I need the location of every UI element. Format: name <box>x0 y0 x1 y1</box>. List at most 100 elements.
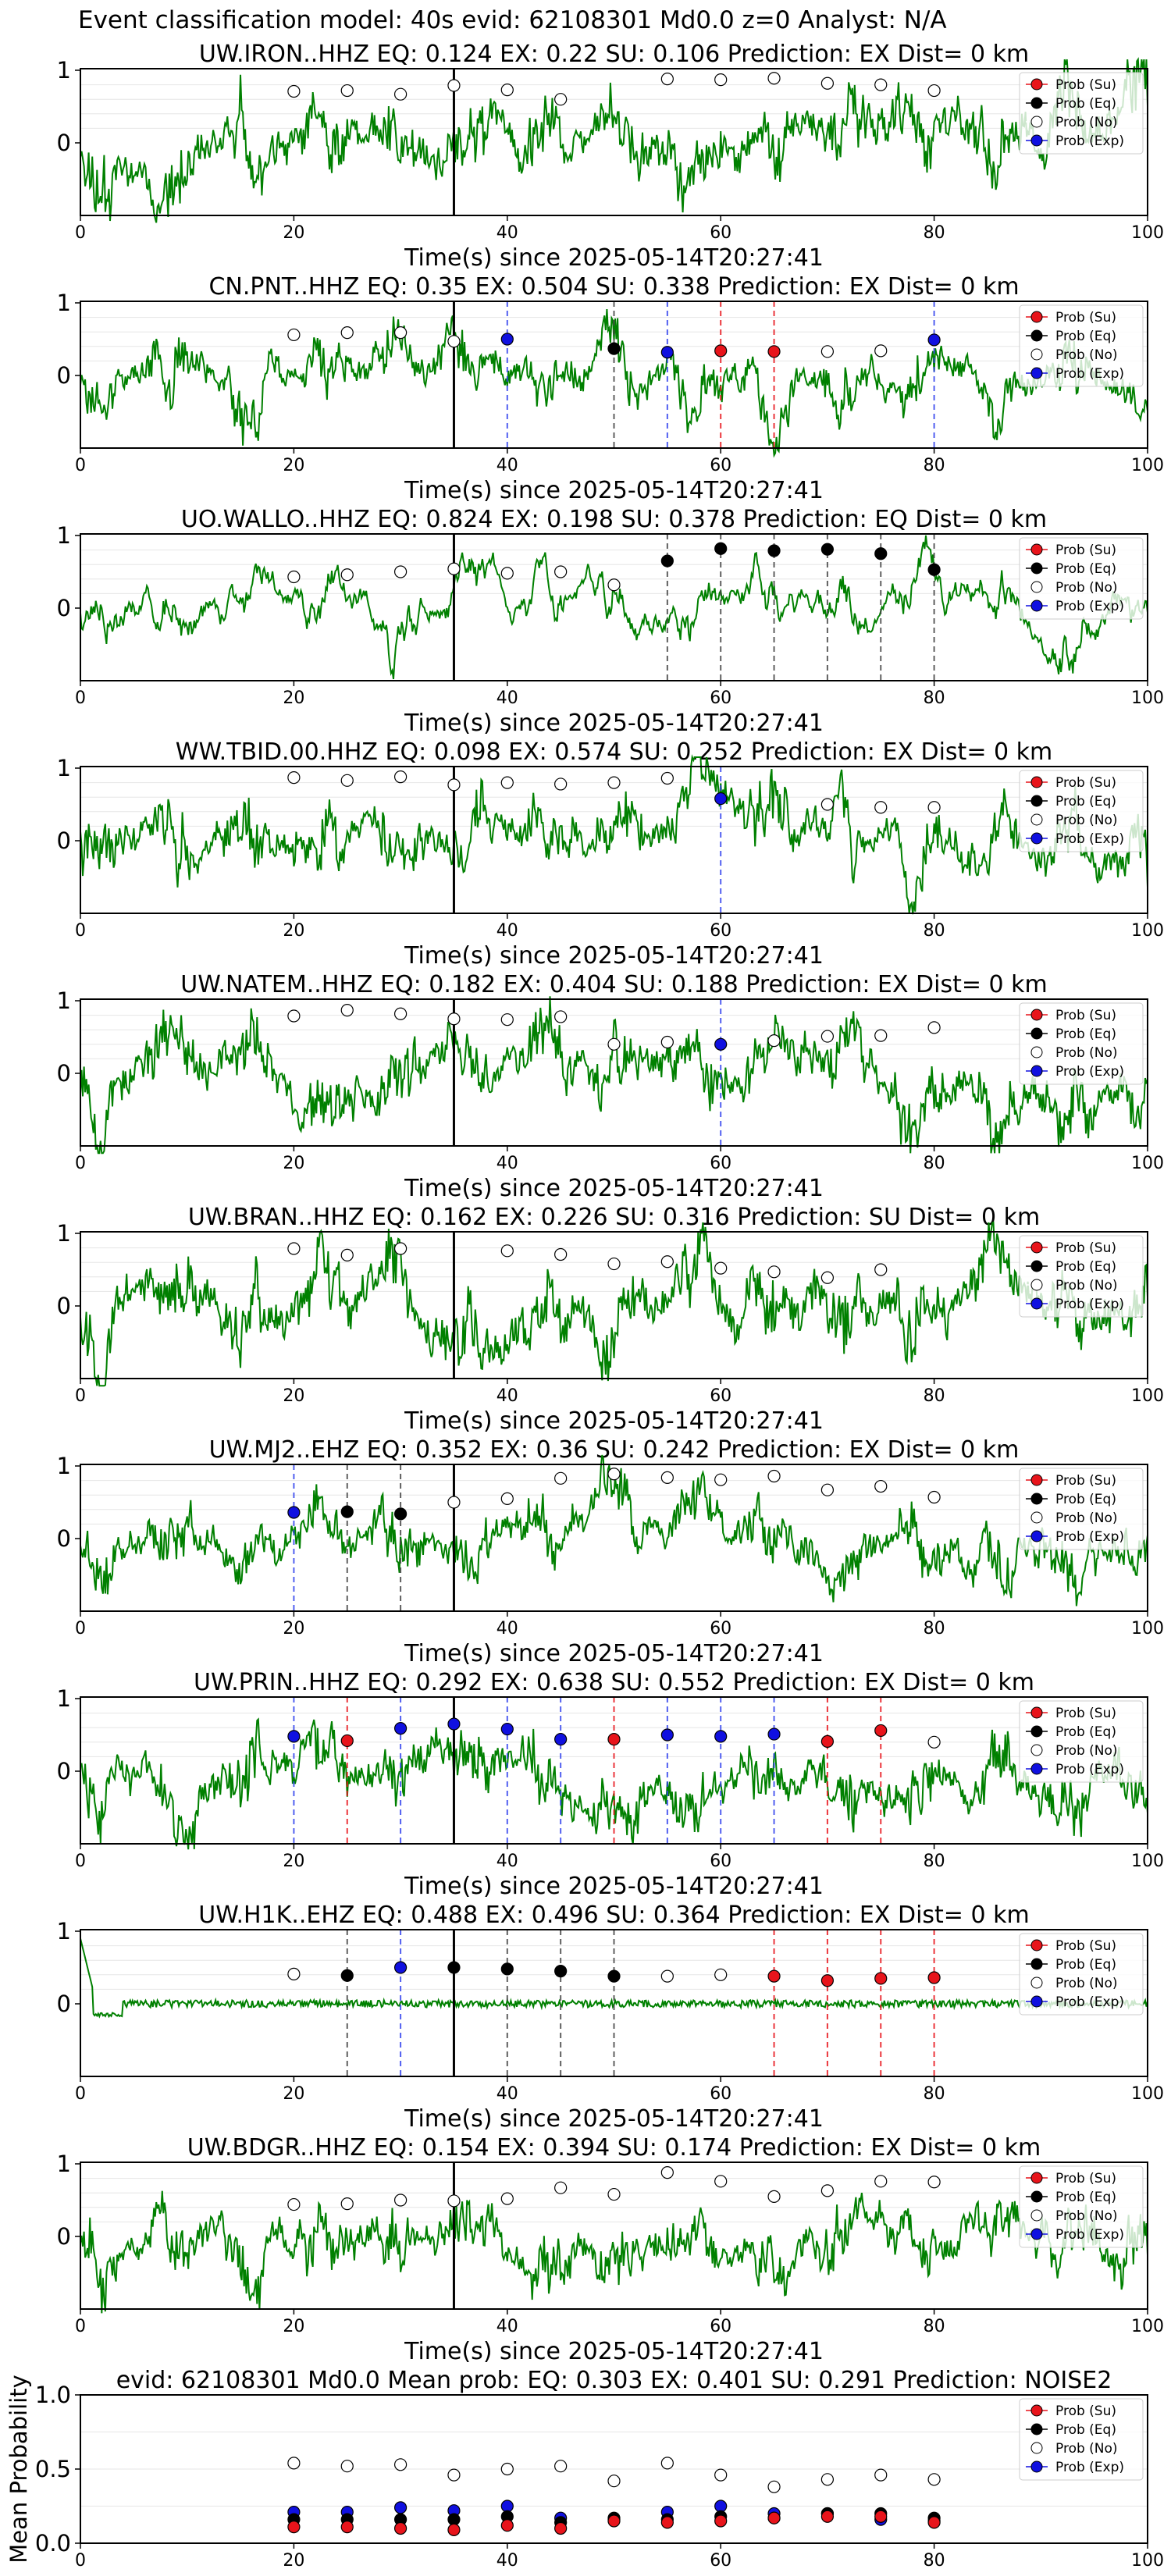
x-tick-label: 60 <box>710 223 731 243</box>
x-axis-label: Time(s) since 2025-05-14T20:27:41 <box>404 710 824 737</box>
x-tick-label: 40 <box>497 1154 518 1173</box>
legend-label: Prob (No) <box>1055 347 1118 363</box>
panel-title: UW.IRON..HHZ EQ: 0.124 EX: 0.22 SU: 0.10… <box>199 41 1029 68</box>
x-axis-label: Time(s) since 2025-05-14T20:27:41 <box>404 244 824 272</box>
y-tick-label: 0 <box>57 130 71 156</box>
legend-marker-exp <box>1030 2228 1043 2240</box>
prob-point-no <box>393 2194 408 2207</box>
panel-6: UW.BRAN..HHZ EQ: 0.162 EX: 0.226 SU: 0.3… <box>57 1204 1164 1435</box>
legend-marker-no <box>1030 1046 1043 1059</box>
legend-marker-no <box>1030 1279 1043 1291</box>
prob-point-exp <box>393 1961 408 1974</box>
x-tick-label: 60 <box>710 1386 731 1406</box>
axes-frame <box>80 68 1148 216</box>
prob-point-no <box>340 774 354 787</box>
legend-marker-no <box>1030 581 1043 593</box>
x-axis-label: Time(s) since 2025-05-14T20:27:41 <box>404 942 824 970</box>
legend-marker-su <box>1030 2172 1043 2184</box>
legend-marker-exp <box>1030 134 1043 147</box>
prob-point-no <box>500 84 514 97</box>
axes-frame <box>80 1464 1148 1612</box>
prob-point-su <box>820 2510 835 2523</box>
legend-label: Prob (No) <box>1055 1510 1118 1526</box>
x-axis-label: Time(s) since 2025-05-14T20:27:41 <box>404 1175 824 1202</box>
x-tick-label: 80 <box>924 1852 945 1871</box>
prob-point-no <box>340 568 354 582</box>
x-tick-label: 40 <box>497 1619 518 1638</box>
panel-title: evid: 62108301 Md0.0 Mean prob: EQ: 0.30… <box>116 2367 1112 2394</box>
prob-point-no <box>660 2166 674 2179</box>
prob-point-exp <box>714 1037 728 1051</box>
prob-point-no <box>287 570 301 584</box>
x-tick-label: 40 <box>497 223 518 243</box>
legend-box <box>1019 72 1144 155</box>
prob-point-no <box>340 326 354 340</box>
legend-label: Prob (No) <box>1055 1278 1118 1293</box>
prob-point-no <box>340 2460 354 2473</box>
prob-point-no <box>607 1037 621 1051</box>
prob-point-no <box>874 2468 888 2482</box>
prob-point-exp <box>500 333 514 346</box>
prob-point-eq <box>607 342 621 355</box>
prob-point-eq <box>393 1507 408 1521</box>
y-tick-label: 0 <box>57 2223 71 2250</box>
legend-label: Prob (Exp) <box>1055 831 1124 847</box>
panel-9: UW.H1K..EHZ EQ: 0.488 EX: 0.496 SU: 0.36… <box>57 1902 1164 2133</box>
x-tick-label: 40 <box>497 921 518 941</box>
x-tick-label: 20 <box>283 1154 304 1173</box>
prob-point-no <box>554 565 568 578</box>
legend-box <box>1019 1235 1144 1318</box>
prob-point-su <box>714 2514 728 2528</box>
prob-point-su <box>554 2521 568 2535</box>
prob-point-no <box>767 72 781 85</box>
panel-8: UW.PRIN..HHZ EQ: 0.292 EX: 0.638 SU: 0.5… <box>57 1669 1164 1900</box>
legend-box <box>1019 2165 1144 2248</box>
legend-marker-no <box>1030 2442 1043 2454</box>
prob-point-eq <box>660 554 674 568</box>
y-tick-label: 1 <box>57 1685 71 1712</box>
legend-marker-eq <box>1030 2190 1043 2203</box>
prob-point-no <box>287 2197 301 2211</box>
legend-marker-eq <box>1030 97 1043 109</box>
legend-label: Prob (No) <box>1055 1743 1118 1759</box>
prob-point-exp <box>554 1732 568 1746</box>
prob-point-su <box>607 2514 621 2528</box>
x-tick-label: 60 <box>710 2084 731 2104</box>
legend-marker-no <box>1030 348 1043 361</box>
prob-point-no <box>287 328 301 342</box>
y-tick-label: 0 <box>57 1525 71 1552</box>
axes-frame <box>80 998 1148 1147</box>
legend-label: Prob (Exp) <box>1055 133 1124 149</box>
prob-point-no <box>500 1492 514 1505</box>
legend-marker-no <box>1030 1511 1043 1524</box>
x-tick-label: 20 <box>283 921 304 941</box>
panel-title: UW.NATEM..HHZ EQ: 0.182 EX: 0.404 SU: 0.… <box>180 971 1048 998</box>
prob-point-su <box>767 2511 781 2524</box>
x-tick-label: 20 <box>283 688 304 708</box>
prob-point-exp <box>447 1717 461 1731</box>
x-tick-label: 20 <box>283 1386 304 1406</box>
prob-point-no <box>500 776 514 789</box>
x-tick-label: 40 <box>497 1386 518 1406</box>
prob-point-eq <box>500 1962 514 1976</box>
legend-label: Prob (Eq) <box>1055 96 1116 112</box>
prob-point-no <box>447 79 461 92</box>
legend-label: Prob (Exp) <box>1055 1297 1124 1312</box>
x-tick-label: 80 <box>924 1619 945 1638</box>
x-tick-label: 0 <box>75 921 86 941</box>
prob-point-su <box>767 345 781 358</box>
prob-point-eq <box>874 547 888 560</box>
legend: Prob (Su) Prob (Eq) Prob (No) Prob (Exp) <box>1019 2165 1144 2248</box>
prob-point-no <box>393 2458 408 2471</box>
prob-point-eq <box>447 1961 461 1974</box>
x-tick-label: 0 <box>75 223 86 243</box>
x-tick-label: 100 <box>1131 921 1164 941</box>
prob-point-no <box>340 84 354 98</box>
prob-point-su <box>447 2523 461 2536</box>
prob-point-no <box>393 1007 408 1020</box>
prob-point-no <box>660 1255 674 1268</box>
prob-point-no <box>447 562 461 575</box>
axes-frame <box>80 301 1148 449</box>
x-axis-label: Time(s) since 2025-05-14T20:27:41 <box>404 1873 824 1900</box>
prob-point-no <box>927 2473 941 2486</box>
